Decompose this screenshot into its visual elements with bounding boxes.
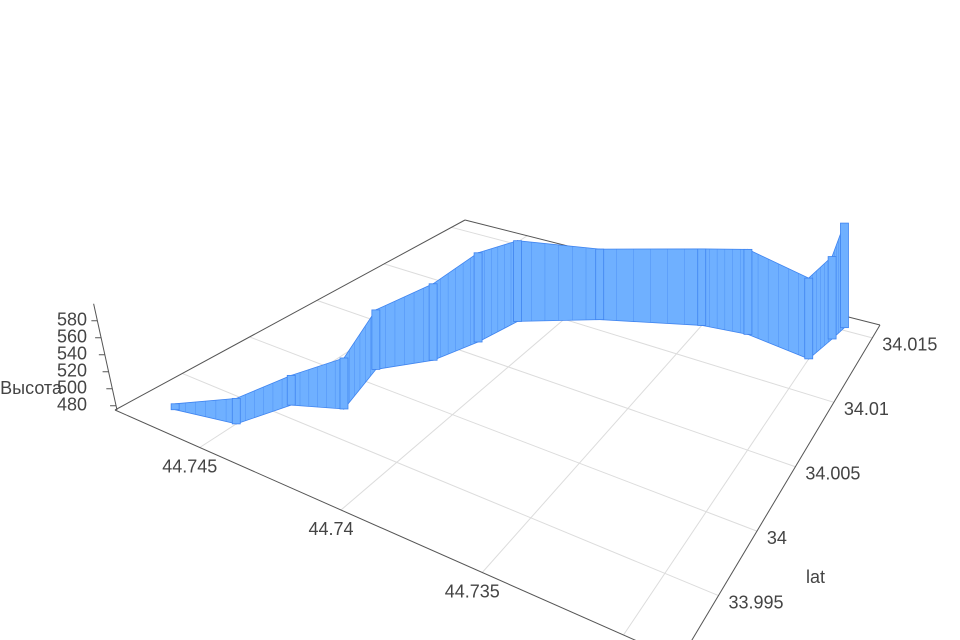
elevation-bar: [473, 252, 483, 343]
grid-line: [623, 314, 839, 636]
y-tick-label: 34.015: [882, 335, 937, 355]
elevation-bar: [697, 248, 707, 326]
x-tick-label: 44.74: [308, 519, 353, 539]
y-axis-title: lat: [806, 567, 825, 587]
elevation-bar: [428, 283, 438, 361]
z-tick-label: 520: [57, 361, 87, 381]
y-tick-label: 34.005: [805, 463, 860, 483]
grid-line: [481, 287, 736, 573]
y-tick-label: 34.01: [844, 399, 889, 419]
elevation-bar: [595, 248, 605, 321]
elevation-bar: [371, 309, 381, 370]
z-tick-label: 500: [57, 378, 87, 398]
elevation-bar: [743, 248, 753, 335]
z-axis-title: Высота: [0, 378, 63, 398]
z-tick-label: 540: [57, 344, 87, 364]
axis-line: [114, 409, 637, 640]
z-tick-label: 580: [57, 310, 87, 330]
elevation-bar: [231, 397, 241, 425]
elevation-bar: [840, 222, 849, 329]
elevation-bar: [339, 357, 349, 410]
axis-line: [114, 219, 466, 411]
x-tick-label: 44.745: [162, 456, 217, 476]
z-tick-label: 560: [57, 327, 87, 347]
elevation-bar: [513, 240, 522, 322]
z-axis-line: [93, 303, 118, 411]
elevation-bar: [170, 403, 180, 411]
x-tick-label: 44.735: [445, 581, 500, 601]
axis-line: [691, 324, 881, 640]
elevation-bar: [804, 277, 814, 360]
y-tick-label: 33.995: [728, 592, 783, 612]
elevation-bar: [827, 256, 837, 340]
y-tick-label: 34: [767, 528, 787, 548]
elevation-bar: [286, 374, 296, 406]
z-tick-label: 480: [57, 395, 87, 415]
